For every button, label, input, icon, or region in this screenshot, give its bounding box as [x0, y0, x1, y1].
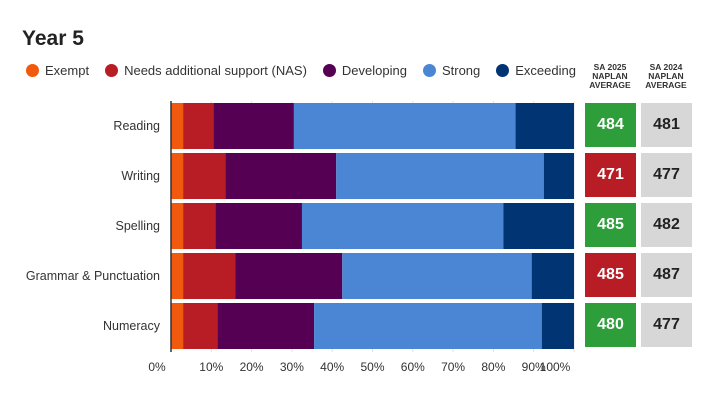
- chart-title: Year 5: [22, 27, 84, 50]
- legend-swatch-strong: [422, 63, 436, 77]
- bar-segment: [171, 303, 184, 349]
- legend-swatch-exceeding: [496, 63, 510, 77]
- legend-swatch-nas: [105, 63, 119, 77]
- bar-gap: [171, 199, 575, 203]
- header-sa-2024-line-3: AVERAGE: [645, 80, 687, 90]
- legend: Exempt Needs additional support (NAS) De…: [26, 61, 592, 79]
- category-label: Reading: [113, 119, 160, 133]
- bar-segment: [293, 103, 516, 149]
- bar-segment: [225, 153, 337, 199]
- bar-segment: [183, 303, 218, 349]
- legend-item-strong: Strong: [422, 62, 481, 78]
- bar-gap: [171, 149, 575, 153]
- category-label: Writing: [121, 169, 160, 183]
- avg-2024-writing: 477: [641, 153, 692, 197]
- avg-2024-grammar-punctuation: 487: [641, 253, 692, 297]
- x-tick-label: 100%: [540, 360, 571, 374]
- bar-segment: [183, 103, 214, 149]
- bar-segment: [215, 203, 302, 249]
- avg-2024-numeracy: 477: [641, 303, 692, 347]
- header-sa-2024-naplan-average: SA 2024 NAPLAN AVERAGE: [640, 63, 692, 90]
- x-tick-label: 40%: [320, 360, 344, 374]
- category-label: Spelling: [116, 219, 161, 233]
- bar-segment: [171, 153, 184, 199]
- category-label: Numeracy: [103, 319, 161, 333]
- bar-segment: [342, 253, 532, 299]
- bar-segment: [183, 203, 216, 249]
- x-tick-label: 10%: [199, 360, 223, 374]
- legend-swatch-exempt: [26, 63, 39, 77]
- legend-swatch-developing: [322, 63, 336, 77]
- bar-segment: [314, 303, 542, 349]
- bar-segment: [336, 153, 544, 199]
- x-tick-label: 60%: [401, 360, 425, 374]
- bar-segment: [301, 203, 504, 249]
- bar-segment: [543, 153, 574, 199]
- bar-segment: [213, 103, 294, 149]
- x-tick-label: 20%: [240, 360, 264, 374]
- x-tick-label: 70%: [441, 360, 465, 374]
- avg-2024-reading: 481: [641, 103, 692, 147]
- bar-segment: [183, 153, 226, 199]
- header-sa-2025-line-2: NAPLAN: [592, 71, 628, 81]
- x-tick-label: 0%: [148, 360, 166, 374]
- x-tick-label: 90%: [522, 360, 546, 374]
- bar-segment: [171, 103, 184, 149]
- avg-2025-grammar-punctuation: 485: [585, 253, 636, 297]
- legend-item-nas: Needs additional support (NAS): [105, 63, 307, 78]
- header-sa-2024-line-2: NAPLAN: [648, 71, 684, 81]
- legend-label-developing: Developing: [341, 62, 407, 78]
- bar-segment: [217, 303, 315, 349]
- x-tick-label: 80%: [481, 360, 505, 374]
- header-sa-2025-naplan-average: SA 2025 NAPLAN AVERAGE: [584, 63, 636, 90]
- bar-segment: [503, 203, 574, 249]
- legend-label-strong: Strong: [441, 62, 481, 78]
- bar-gap: [171, 249, 575, 253]
- avg-2025-writing: 471: [585, 153, 636, 197]
- avg-2025-spelling: 485: [585, 203, 636, 247]
- header-sa-2025-line-1: SA 2025: [593, 62, 627, 72]
- header-sa-2025-line-3: AVERAGE: [589, 80, 631, 90]
- legend-label-exceeding: Exceeding: [515, 62, 576, 78]
- bar-segment: [235, 253, 343, 299]
- bar-segment: [171, 253, 184, 299]
- legend-label-exempt: Exempt: [45, 62, 90, 78]
- legend-label-nas: Needs additional support (NAS): [124, 62, 307, 78]
- bar-gap: [171, 299, 575, 303]
- avg-2025-numeracy: 480: [585, 303, 636, 347]
- x-tick-label: 30%: [280, 360, 304, 374]
- bar-segment: [171, 203, 184, 249]
- legend-item-exceeding: Exceeding: [496, 63, 576, 78]
- category-label: Grammar & Punctuation: [26, 269, 160, 283]
- header-sa-2024-line-1: SA 2024: [649, 62, 683, 72]
- bar-segment: [531, 253, 574, 299]
- bar-segment: [515, 103, 574, 149]
- bar-segment: [183, 253, 236, 299]
- bar-segment: [541, 303, 574, 349]
- avg-2025-reading: 484: [585, 103, 636, 147]
- legend-item-developing: Developing: [322, 62, 407, 78]
- avg-2024-spelling: 482: [641, 203, 692, 247]
- x-tick-label: 50%: [360, 360, 384, 374]
- legend-item-exempt: Exempt: [26, 63, 89, 78]
